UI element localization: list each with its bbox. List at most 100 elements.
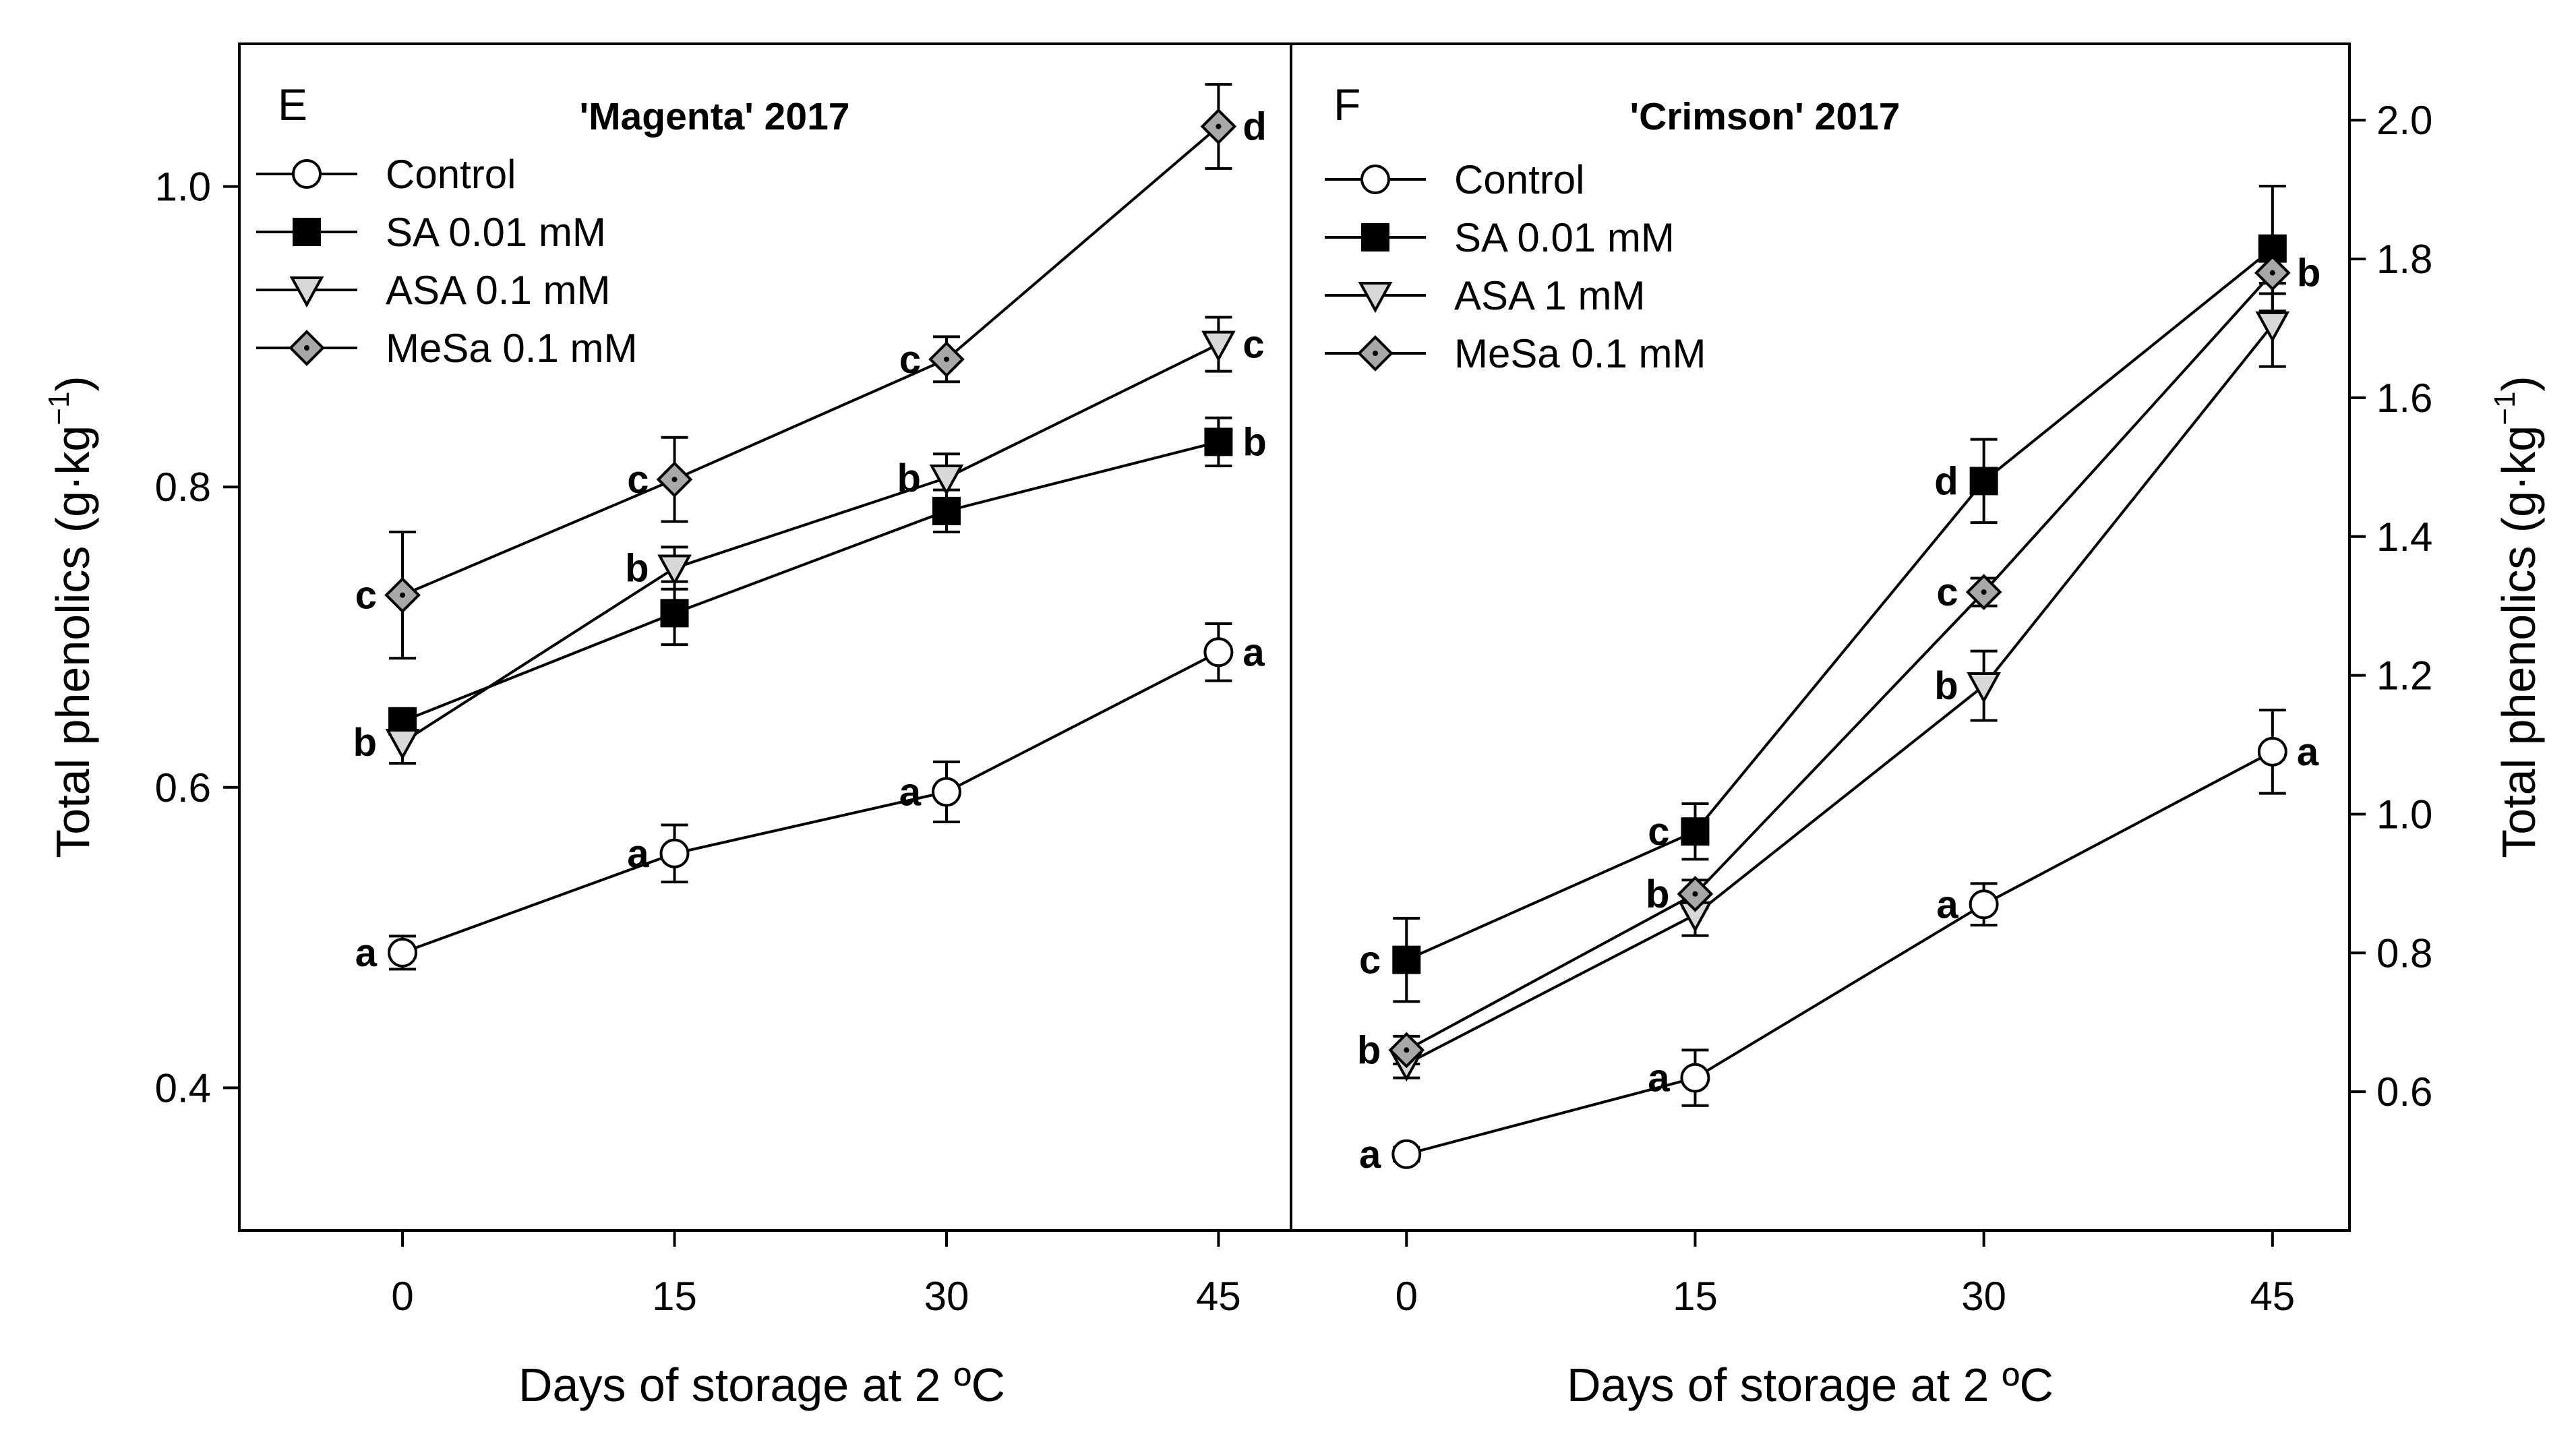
panel-f-series-line-asa-1-mm xyxy=(1406,324,2274,1065)
panel-e-legend-marker-mesa-0-1-mm-center-dot xyxy=(304,345,309,351)
panel-e-significance-letter-mesa-0-1-mm: d xyxy=(1242,105,1266,149)
panel-f-legend-marker-mesa-0-1-mm-center-dot xyxy=(1373,351,1378,356)
y-axis-label-e-main: Total phenolics (g·kg xyxy=(47,425,99,858)
x-axis-label-f: Days of storage at 2 ºC xyxy=(1567,1359,2054,1411)
panel-f-point-asa-1-mm xyxy=(1967,672,2002,704)
panel-f-significance-letter-sa-0-01-mm: d xyxy=(1934,459,1958,503)
panel-e-point-asa-0-1-mm xyxy=(385,728,420,761)
panel-e-series-line-sa-0-01-mm xyxy=(402,440,1219,723)
panel-f-point-sa-0-01-mm xyxy=(1392,945,1421,974)
panel-f-significance-letter-control: a xyxy=(1359,1133,1381,1177)
y-axis-label-f-exponent: −1 xyxy=(2488,392,2521,425)
panel-f-point-mesa-0-1-mm-center-dot xyxy=(1692,891,1698,897)
panel-f-legend-label-asa-1-mm: ASA 1 mM xyxy=(1454,273,1645,318)
panel-e-point-mesa-0-1-mm-center-dot xyxy=(943,356,949,362)
panel-e-significance-letter-asa-0-1-mm: b xyxy=(353,721,377,765)
y-axis-label-e-exponent: −1 xyxy=(42,392,76,425)
y-axis-label-f-main: Total phenolics (g·kg xyxy=(2492,425,2545,858)
panel-e-significance-letter-sa-0-01-mm: b xyxy=(1242,420,1266,464)
panel-f-frame xyxy=(1290,42,2351,1232)
panel-f-y-tick-label: 2.0 xyxy=(2376,98,2432,143)
panel-f-point-sa-0-01-mm xyxy=(1969,467,1998,496)
panel-label-e: E xyxy=(278,80,307,129)
panel-e-legend-label-sa-0-01-mm: SA 0.01 mM xyxy=(386,210,606,255)
y-axis-label-f-close: ) xyxy=(2492,376,2545,391)
panel-f-series-line-mesa-0-1-mm xyxy=(1406,272,2274,1052)
panel-e-x-tick-label: 30 xyxy=(924,1274,969,1319)
panel-e-significance-letter-control: a xyxy=(627,832,649,876)
panel-f-significance-letter-control: a xyxy=(2297,730,2319,774)
panel-e-significance-letter-asa-0-1-mm: b xyxy=(625,547,649,591)
panel-e-point-sa-0-01-mm xyxy=(1204,427,1233,456)
panel-f-y-tick-label: 1.6 xyxy=(2376,376,2432,421)
panel-f-point-sa-0-01-mm xyxy=(1681,817,1710,846)
panel-f-x-tick-label: 30 xyxy=(1961,1274,2006,1319)
panel-f-y-tick-label: 1.8 xyxy=(2376,237,2432,282)
legend-layer: Control SA 0.01 mM ASA 0.1 mM MeSa 0.1 mM Co… xyxy=(256,152,1706,376)
panel-f-x-tick-label: 15 xyxy=(1673,1274,1718,1319)
panel-e-point-control xyxy=(659,838,690,868)
panel-e-series-line-control xyxy=(402,651,1220,954)
x-axis-label-e: Days of storage at 2 ºC xyxy=(518,1359,1005,1411)
panel-e-series-line-asa-0-1-mm xyxy=(401,343,1220,744)
panel-e-y-tick-label: 0.4 xyxy=(155,1065,211,1111)
panel-f-legend-label-sa-0-01-mm: SA 0.01 mM xyxy=(1454,215,1675,260)
panel-e-point-mesa-0-1-mm-center-dot xyxy=(400,592,406,598)
panel-e-point-asa-0-1-mm xyxy=(1201,330,1236,362)
panel-e-legend-marker-asa-0-1-mm xyxy=(289,276,324,308)
panel-f-point-control xyxy=(1969,889,1999,920)
panel-e-y-tick-label: 0.6 xyxy=(155,765,211,810)
panel-e-significance-letter-control: a xyxy=(355,931,378,975)
panel-e-point-control xyxy=(388,937,418,968)
panel-f-x-tick-label: 45 xyxy=(2250,1274,2295,1319)
panel-label-f: F xyxy=(1334,80,1360,129)
panel-f-y-tick-label: 0.6 xyxy=(2376,1069,2432,1115)
text-layer: E 'Magenta' 2017 F 'Crimson' 2017 Days o… xyxy=(42,80,2545,1411)
panel-f-y-tick-label: 1.0 xyxy=(2376,792,2432,837)
panel-f-point-control xyxy=(1391,1139,1422,1169)
panel-e-significance-letter-mesa-0-1-mm: c xyxy=(627,458,649,502)
panel-f-significance-letter-asa-1-mm: b xyxy=(1934,664,1958,708)
panel-f-significance-letter-sa-0-01-mm: c xyxy=(1648,810,1669,854)
panel-f-y-tick-label: 1.4 xyxy=(2376,514,2432,560)
panel-e-significance-letter-mesa-0-1-mm: c xyxy=(355,574,377,618)
panel-f-y-tick-label: 1.2 xyxy=(2376,653,2432,699)
panel-f-legend-marker-asa-1-mm xyxy=(1358,282,1393,314)
y-axis-label-f: Total phenolics (g·kg−1) xyxy=(2488,376,2545,858)
panel-f-legend-label-mesa-0-1-mm: MeSa 0.1 mM xyxy=(1454,331,1706,376)
panel-e-significance-letter-mesa-0-1-mm: c xyxy=(899,338,921,382)
panel-e-y-tick-label: 1.0 xyxy=(155,165,211,210)
panel-f-point-asa-1-mm xyxy=(2255,311,2290,343)
panel-e-point-sa-0-01-mm xyxy=(932,496,961,525)
panel-e-significance-letter-control: a xyxy=(1242,630,1265,674)
panel-e-point-mesa-0-1-mm-center-dot xyxy=(1216,123,1222,129)
panel-f-significance-letter-mesa-0-1-mm: c xyxy=(1936,570,1958,614)
panel-f-point-mesa-0-1-mm-center-dot xyxy=(1404,1047,1410,1053)
panel-f-point-mesa-0-1-mm-center-dot xyxy=(2269,270,2275,276)
panel-e-x-tick-label: 45 xyxy=(1196,1274,1241,1319)
panel-f-series-line-sa-0-01-mm xyxy=(1406,247,2274,961)
panel-f-point-mesa-0-1-mm-center-dot xyxy=(1981,589,1987,595)
panel-e-point-control xyxy=(931,777,961,807)
panel-e-y-tick-label: 0.8 xyxy=(155,465,211,510)
panel-f-y-tick-label: 0.8 xyxy=(2376,930,2432,976)
panel-e-series-line-mesa-0-1-mm xyxy=(402,125,1220,597)
y-axis-label-e: Total phenolics (g·kg−1) xyxy=(42,376,99,858)
panel-e-significance-letter-asa-0-1-mm: b xyxy=(897,456,921,500)
panel-f-point-control xyxy=(1680,1063,1710,1093)
panel-e-legend-label-asa-0-1-mm: ASA 0.1 mM xyxy=(386,268,610,313)
panel-f-significance-letter-control: a xyxy=(1648,1057,1670,1100)
panel-f-legend-label-control: Control xyxy=(1454,157,1584,202)
panel-e-point-asa-0-1-mm xyxy=(657,554,692,586)
panel-e-x-tick-label: 15 xyxy=(652,1274,697,1319)
panel-e-significance-letter-asa-0-1-mm: c xyxy=(1242,323,1264,367)
panel-e-point-asa-0-1-mm xyxy=(929,464,964,496)
panel-e-x-tick-label: 0 xyxy=(391,1274,413,1319)
axes-layer: 0.4 0.6 0.8 1.0 0 15 30 45 0.6 0.8 1.0 1.2 1.4 1.6 1.8… xyxy=(155,42,2432,1319)
panel-e-legend-marker-sa-0-01-mm xyxy=(293,218,321,246)
panel-f-significance-letter-mesa-0-1-mm: b xyxy=(2297,251,2320,295)
panel-e-point-mesa-0-1-mm-center-dot xyxy=(671,477,678,483)
panel-f-x-tick-label: 0 xyxy=(1396,1274,1418,1319)
